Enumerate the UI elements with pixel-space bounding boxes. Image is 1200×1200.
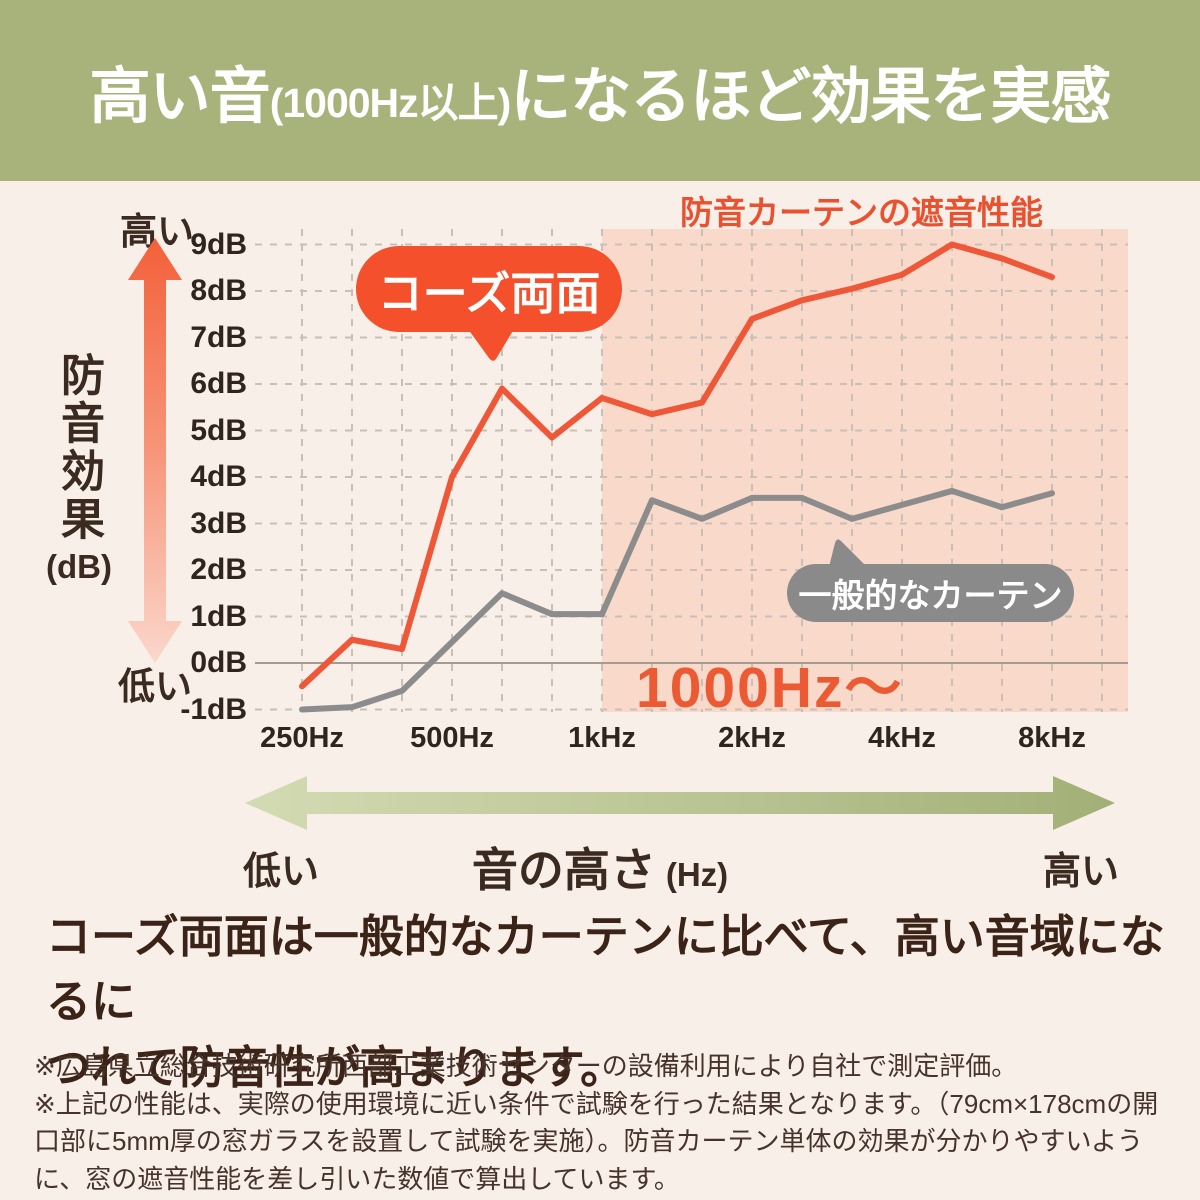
y-tick-label: 9dB (190, 227, 247, 261)
x-tick-label: 8kHz (1018, 722, 1086, 754)
y-tick-label: 1dB (190, 599, 247, 633)
header-banner: 高い音 (1000Hz以上) になるほど効果を実感 (0, 0, 1200, 181)
frequency-axis-unit: (Hz) (665, 856, 729, 893)
y-tick-label: 8dB (190, 274, 247, 307)
frequency-axis-arrow-icon (245, 776, 1115, 830)
badge-tail-down-icon (468, 329, 514, 361)
series-badge-generic: 一般的なカーテン (787, 539, 1074, 622)
x-tick-labels: 250Hz 500Hz 1kHz 2kHz 4kHz 8kHz (0, 722, 1200, 762)
x-tick-label: 4kHz (868, 722, 936, 754)
caption-line-1: コーズ両面は一般的なカーテンに比べて、高い音域になるに (46, 911, 1165, 1028)
y-tick-label: 4dB (190, 460, 247, 493)
y-tick-label: 7dB (190, 320, 247, 354)
y-axis-unit: (dB) (46, 548, 112, 585)
footnotes: ※広島県立総合技術研究所西部工業技術センターの設備利用により自社で測定評価。 ※… (34, 1048, 1174, 1199)
frequency-axis-name: 音の高さ (471, 844, 656, 896)
header-title-rest: になるほど効果を実感 (510, 62, 1111, 130)
series-badge-koze-label: コーズ両面 (377, 267, 601, 319)
caption-line-2: つれて防音性が高まります。 (46, 1041, 626, 1093)
y-tick-label: -1dB (180, 692, 247, 726)
y-axis-low-label: 低い (118, 666, 192, 707)
highlight-region-label: 1000Hz〜 (636, 656, 904, 720)
chart-title: 防音カーテンの遮音性能 (680, 194, 1043, 231)
y-tick-label: 2dB (190, 553, 247, 586)
header-title: 高い音 (1000Hz以上) になるほど効果を実感 (89, 46, 1112, 135)
series-badge-koze: コーズ両面 (356, 246, 622, 361)
frequency-axis-title: 音の高さ (Hz) (0, 834, 1200, 900)
frequency-high-label: 高い (1043, 851, 1120, 893)
header-title-main: 高い音 (89, 62, 271, 130)
header-title-paren: (1000Hz以上) (269, 80, 512, 126)
x-tick-label: 2kHz (718, 722, 786, 754)
x-tick-label: 1kHz (568, 722, 636, 754)
y-tick-label: 6dB (190, 367, 247, 400)
frequency-low-label: 低い (243, 851, 320, 893)
series-badge-generic-label: 一般的なカーテン (798, 577, 1063, 614)
footnote-1: ※広島県立総合技術研究所西部工業技術センターの設備利用により自社で測定評価。 (34, 1051, 1018, 1081)
y-tick-labels: 9dB 8dB 7dB 6dB 5dB 4dB 3dB 2dB 1dB 0dB -1dB (0, 0, 249, 760)
badge-tail-up-icon (829, 539, 867, 567)
y-axis-name: 防音効果 (54, 352, 103, 544)
y-tick-label: 5dB (190, 413, 247, 447)
y-tick-label: 3dB (190, 506, 247, 540)
y-tick-label: 0dB (190, 646, 247, 679)
caption: コーズ両面は一般的なカーテンに比べて、高い音域になるに つれて防音性が高まります… (46, 904, 1176, 1100)
x-tick-label: 250Hz (260, 722, 344, 754)
footnote-2: ※上記の性能は、実際の使用環境に近い条件で試験を行った結果となります。（79cm… (34, 1088, 1159, 1195)
y-axis-gradient-arrow-icon (128, 238, 182, 663)
x-tick-label: 500Hz (410, 722, 494, 754)
